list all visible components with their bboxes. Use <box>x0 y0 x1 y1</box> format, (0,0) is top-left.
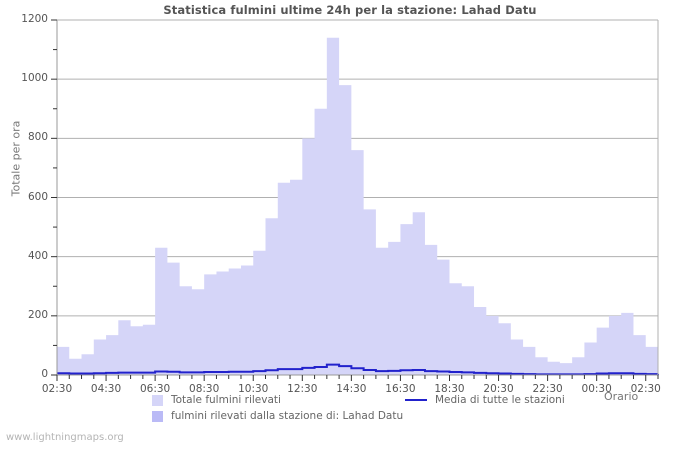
x-tick-label: 10:30 <box>238 383 269 395</box>
y-tick-label: 1000 <box>21 72 48 85</box>
legend-swatch-station <box>152 410 163 422</box>
x-tick-label: 20:30 <box>483 383 514 395</box>
y-tick-label: 800 <box>27 131 48 144</box>
x-axis-title: Orario <box>604 390 639 403</box>
x-tick-label: 12:30 <box>287 383 318 395</box>
legend-swatch-total <box>152 394 163 406</box>
x-tick-label: 14:30 <box>336 383 367 395</box>
legend-item-average: Media di tutte le stazioni <box>405 394 565 406</box>
y-tick-label: 400 <box>27 249 48 262</box>
legend-line-average <box>405 399 427 401</box>
x-tick-label: 08:30 <box>189 383 220 395</box>
series-area-0 <box>57 37 658 375</box>
x-tick-label: 18:30 <box>434 383 465 395</box>
legend-label-total: Totale fulmini rilevati <box>171 394 281 406</box>
legend-label-average: Media di tutte le stazioni <box>435 394 565 406</box>
x-tick-label: 02:30 <box>41 383 73 395</box>
legend-item-total: Totale fulmini rilevati <box>152 394 281 406</box>
x-tick-label: 02:30 <box>630 383 661 395</box>
y-tick-label: 600 <box>27 190 48 203</box>
y-tick-label: 200 <box>27 308 48 321</box>
series-line-2 <box>57 363 659 376</box>
x-tick-label: 22:30 <box>532 383 563 395</box>
legend-item-station: fulmini rilevati dalla stazione di: Laha… <box>152 410 403 422</box>
x-tick-label: 16:30 <box>385 383 416 395</box>
watermark: www.lightningmaps.org <box>6 432 124 443</box>
x-tick-label: 00:30 <box>581 383 612 395</box>
y-tick-label: 0 <box>41 368 48 380</box>
chart-title: Statistica fulmini ultime 24h per la sta… <box>163 3 537 17</box>
legend-label-station: fulmini rilevati dalla stazione di: Laha… <box>171 410 404 422</box>
chart-legend: Totale fulmini rilevati fulmini rilevati… <box>0 392 700 428</box>
x-tick-label: 04:30 <box>90 383 122 395</box>
y-tick-label: 1200 <box>21 13 48 25</box>
x-tick-label: 06:30 <box>139 383 171 395</box>
